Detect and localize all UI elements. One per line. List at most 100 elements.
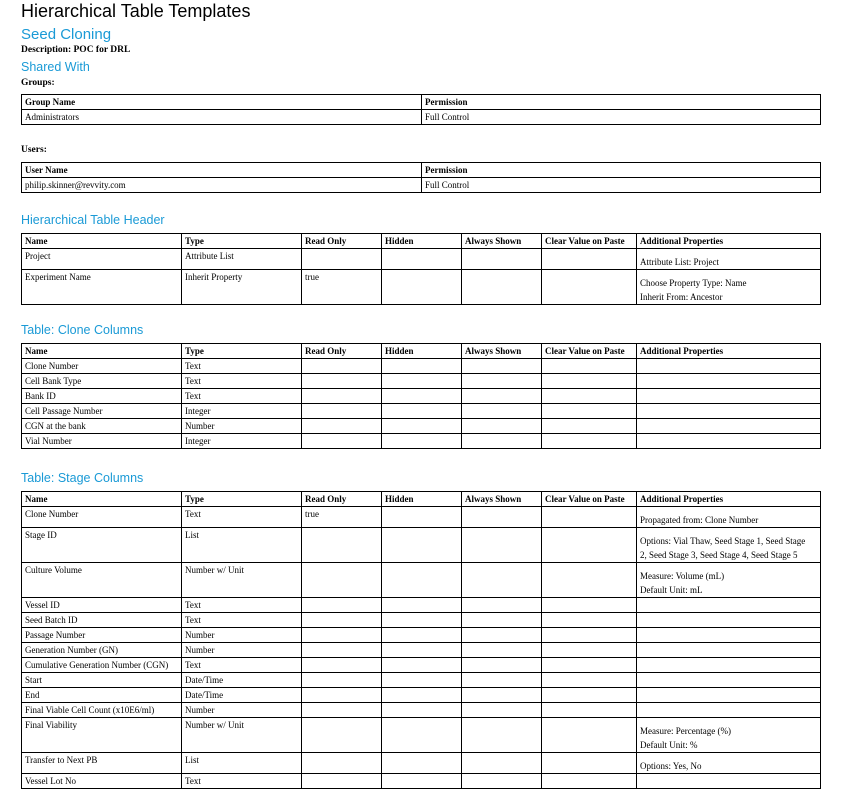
table-cell [381, 612, 462, 628]
additional-properties-cell [636, 373, 821, 389]
property-line: Measure: Percentage (%) [640, 726, 731, 736]
table-cell [541, 642, 637, 658]
table-cell [301, 752, 382, 774]
table-cell [461, 657, 542, 673]
table-cell [381, 418, 462, 434]
column-header: Always Shown [461, 491, 542, 507]
table-cell [301, 388, 382, 404]
table-cell [461, 627, 542, 643]
table-cell [461, 702, 542, 718]
table-cell: Full Control [421, 109, 821, 125]
column-header: Clear Value on Paste [541, 343, 637, 359]
table-cell [381, 248, 462, 270]
property-line: 2, Seed Stage 3, Seed Stage 4, Seed Stag… [640, 550, 798, 560]
table-cell [461, 562, 542, 598]
table-cell [461, 388, 542, 404]
table-cell: List [181, 752, 302, 774]
table-cell: Cumulative Generation Number (CGN) [21, 657, 182, 673]
table-row: Cell Passage Number Integer [21, 403, 821, 419]
table-cell: Integer [181, 433, 302, 449]
groups-label: Groups: [21, 78, 55, 88]
table-cell [461, 597, 542, 613]
table-cell: Date/Time [181, 672, 302, 688]
table-cell [301, 642, 382, 658]
column-header: Clear Value on Paste [541, 491, 637, 507]
additional-properties-cell [636, 358, 821, 374]
property-line: Measure: Volume (mL) [640, 571, 725, 581]
table-cell: Text [181, 388, 302, 404]
template-name: Seed Cloning [21, 26, 112, 43]
table-cell [381, 388, 462, 404]
stage-columns-table: Name Type Read Only Hidden Always Shown Clear… [21, 491, 821, 789]
clone-table-heading: Table: Clone Columns [21, 323, 144, 337]
table-row: Seed Batch ID Text [21, 612, 821, 628]
table-cell: Start [21, 672, 182, 688]
table-cell [301, 433, 382, 449]
additional-properties-cell [636, 642, 821, 658]
table-cell [461, 403, 542, 419]
additional-properties-cell: Options: Vial Thaw, Seed Stage 1, Seed S… [636, 527, 821, 563]
property-line: Options: Vial Thaw, Seed Stage 1, Seed S… [640, 536, 806, 546]
table-cell: true [301, 506, 382, 528]
table-cell [541, 506, 637, 528]
table-cell [461, 752, 542, 774]
additional-properties-cell [636, 657, 821, 673]
table-cell [541, 773, 637, 789]
table-cell: Cell Bank Type [21, 373, 182, 389]
table-cell [381, 527, 462, 563]
additional-properties-cell: Propagated from: Clone Number [636, 506, 821, 528]
stage-table-heading: Table: Stage Columns [21, 471, 144, 485]
column-header: Read Only [301, 491, 382, 507]
additional-properties-cell [636, 672, 821, 688]
table-cell: CGN at the bank [21, 418, 182, 434]
table-cell [381, 269, 462, 305]
table-cell [541, 388, 637, 404]
column-header: Permission [421, 94, 821, 110]
column-header: Additional Properties [636, 233, 821, 249]
additional-properties-cell: Choose Property Type: Name Inherit From: … [636, 269, 821, 305]
table-cell [381, 433, 462, 449]
table-row: Project Attribute List Attribute List: Pro… [21, 248, 821, 270]
table-cell [381, 403, 462, 419]
table-cell [301, 358, 382, 374]
table-cell: Text [181, 358, 302, 374]
property-line: Options: Yes, No [640, 761, 702, 771]
table-cell [461, 358, 542, 374]
shared-with-heading: Shared With [21, 60, 90, 74]
column-header: Permission [421, 162, 821, 178]
column-header: Hidden [381, 233, 462, 249]
table-cell: Text [181, 506, 302, 528]
clone-columns-table: Name Type Read Only Hidden Always Shown Clear… [21, 343, 821, 449]
table-cell: Transfer to Next PB [21, 752, 182, 774]
property-line: Attribute List: Project [640, 257, 719, 267]
column-header: Read Only [301, 233, 382, 249]
table-row: Transfer to Next PB List Options: Yes, No [21, 752, 821, 774]
additional-properties-cell [636, 433, 821, 449]
table-cell [301, 657, 382, 673]
table-cell [381, 702, 462, 718]
table-cell [381, 773, 462, 789]
table-cell: Full Control [421, 177, 821, 193]
column-header: Always Shown [461, 343, 542, 359]
column-header: Name [21, 233, 182, 249]
table-row: Bank ID Text [21, 388, 821, 404]
additional-properties-cell [636, 388, 821, 404]
table-row: Generation Number (GN) Number [21, 642, 821, 658]
header-table-heading: Hierarchical Table Header [21, 213, 165, 227]
table-cell: Project [21, 248, 182, 270]
additional-properties-cell: Options: Yes, No [636, 752, 821, 774]
table-cell [381, 373, 462, 389]
column-header: Additional Properties [636, 491, 821, 507]
table-cell [541, 612, 637, 628]
table-cell [461, 773, 542, 789]
table-row: Cumulative Generation Number (CGN) Text [21, 657, 821, 673]
table-cell [461, 248, 542, 270]
table-cell [301, 597, 382, 613]
table-cell: Number [181, 642, 302, 658]
additional-properties-cell [636, 612, 821, 628]
property-line: Default Unit: % [640, 740, 698, 750]
table-cell [301, 418, 382, 434]
table-cell: Number [181, 702, 302, 718]
table-cell [541, 597, 637, 613]
column-header: Hidden [381, 491, 462, 507]
